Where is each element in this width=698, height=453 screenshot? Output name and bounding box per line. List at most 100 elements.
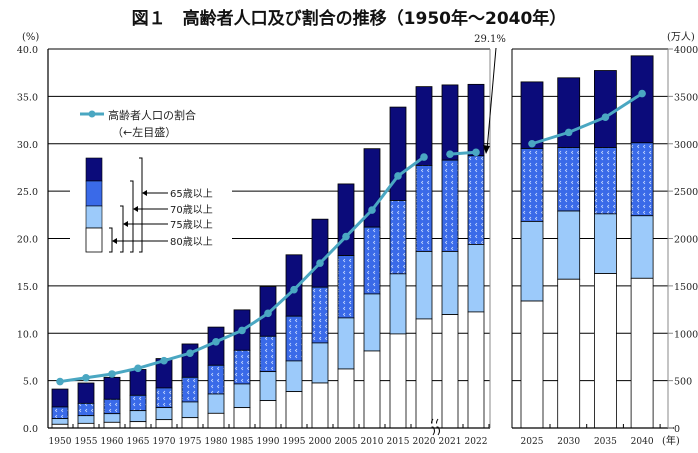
- bar-segment-70plus: [363, 226, 381, 295]
- bar-segment-80plus: [103, 421, 121, 429]
- right-tick-label: 2500: [674, 187, 698, 198]
- ratio-point: [564, 128, 573, 137]
- left-tick-label: 15.0: [17, 282, 38, 293]
- ratio-point: [342, 232, 350, 241]
- ratio-point: [56, 377, 64, 386]
- bar-segment-65plus: [311, 218, 329, 288]
- bar-segment-75plus: [337, 317, 355, 370]
- bar-segment-80plus: [415, 318, 433, 429]
- legend: 高齢者人口の割合 （←左目盛） 65歳以上 70歳以上 75歳以上 80歳以上: [70, 108, 232, 256]
- bar-segment-65plus: [337, 183, 355, 256]
- legend-line-marker: [88, 110, 96, 118]
- bar-segment-80plus: [389, 333, 407, 429]
- axis-break-icon: [431, 418, 440, 436]
- ratio-point: [108, 370, 116, 378]
- bar-segment-65plus: [77, 382, 95, 404]
- right-tick-label: 1000: [674, 329, 698, 340]
- ratio-point: [238, 326, 246, 335]
- bar-segment-65plus: [520, 81, 544, 149]
- right-tick-label: 3000: [674, 140, 698, 151]
- bar-segment-65plus: [389, 106, 407, 201]
- legend-label-70: 70歳以上: [170, 204, 213, 216]
- bar-segment-75plus: [467, 244, 485, 313]
- legend-line-note: （←左目盛）: [112, 125, 176, 139]
- right-tick-label: 500: [674, 377, 692, 388]
- ratio-point: [212, 337, 220, 346]
- x-tick-label: 2021: [439, 437, 462, 447]
- annotation-arrowhead: [483, 145, 490, 154]
- bar-segment-70plus: [129, 394, 147, 412]
- bar-segment-75plus: [311, 342, 329, 384]
- bar-segment-75plus: [594, 213, 617, 274]
- bar-segment-70plus: [103, 398, 121, 415]
- x-tick-label: 1980: [205, 437, 228, 447]
- x-tick-label: 1965: [127, 437, 150, 447]
- legend-swatch-65: [85, 157, 103, 182]
- x-tick-label: 1975: [179, 437, 202, 447]
- ratio-line-segment: [449, 150, 477, 156]
- left-tick-label: 25.0: [17, 187, 38, 198]
- left-tick-label: 5.0: [23, 377, 38, 388]
- x-tick-label: 2030: [557, 437, 580, 447]
- bar-segment-80plus: [233, 407, 251, 429]
- tick-labels: 1950 1955 1960 1965 1970 1975 1980 1985 1990 1995…: [17, 45, 698, 447]
- x-tick-label: 1950: [49, 437, 72, 447]
- right-tick-label: 3500: [674, 92, 698, 103]
- right-tick-label: 1500: [674, 282, 698, 293]
- ratio-point: [472, 148, 480, 157]
- legend-swatch-70: [85, 180, 103, 207]
- bar-segment-75plus: [155, 407, 173, 421]
- x-tick-label: 2035: [594, 437, 617, 447]
- legend-swatch-75: [85, 205, 103, 229]
- bar-segment-70plus: [259, 335, 277, 373]
- ratio-point: [82, 373, 90, 382]
- x-tick-label: 2005: [335, 437, 358, 447]
- bar-segment-80plus: [129, 421, 147, 429]
- x-unit-label: (年): [662, 434, 680, 447]
- bar-segment-70plus: [441, 159, 459, 252]
- bar-segment-70plus: [51, 406, 69, 420]
- bar-segment-70plus: [77, 402, 95, 417]
- legend-label-75: 75歳以上: [170, 219, 213, 231]
- left-tick-label: 35.0: [17, 92, 38, 103]
- bar-segment-80plus: [557, 278, 581, 429]
- x-tick-label: 2020: [413, 437, 436, 447]
- bar-segment-70plus: [557, 147, 581, 212]
- x-tick-label: 1990: [257, 437, 280, 447]
- x-tick-label: 1985: [231, 437, 254, 447]
- legend-label-65: 65歳以上: [170, 188, 213, 200]
- bar-segment-75plus: [103, 413, 121, 423]
- bar-segment-75plus: [129, 410, 147, 423]
- bar-segment-80plus: [155, 419, 173, 429]
- bar-segment-80plus: [181, 417, 199, 429]
- annotation-label: 29.1%: [474, 34, 506, 45]
- ratio-line: [56, 89, 646, 386]
- bar-segment-75plus: [285, 360, 303, 393]
- bar-segment-75plus: [520, 221, 544, 302]
- bar-segment-75plus: [415, 251, 433, 320]
- bar-segment-80plus: [207, 412, 225, 429]
- bar-segment-80plus: [520, 300, 544, 429]
- bar-segment-70plus: [337, 255, 355, 319]
- bar-segment-70plus: [415, 165, 433, 252]
- x-tick-label: 1955: [75, 437, 98, 447]
- x-tick-label: 2015: [387, 437, 410, 447]
- axes: [47, 48, 674, 436]
- ratio-point: [394, 172, 402, 180]
- ratio-point: [160, 356, 168, 365]
- bar-segment-80plus: [594, 273, 617, 429]
- bar-segment-75plus: [233, 383, 251, 409]
- bar-segment-75plus: [207, 393, 225, 414]
- ratio-point: [186, 349, 194, 357]
- x-tick-label: 1995: [283, 437, 306, 447]
- ratio-point: [638, 89, 646, 98]
- bar-segment-65plus: [51, 388, 69, 408]
- annotation-arrow: [486, 47, 497, 151]
- bar-segment-70plus: [594, 147, 617, 215]
- bar-segment-80plus: [259, 400, 277, 429]
- bar-segment-80plus: [630, 277, 654, 429]
- ratio-point: [446, 150, 454, 158]
- ratio-point: [290, 285, 298, 294]
- bar-segment-80plus: [285, 391, 303, 429]
